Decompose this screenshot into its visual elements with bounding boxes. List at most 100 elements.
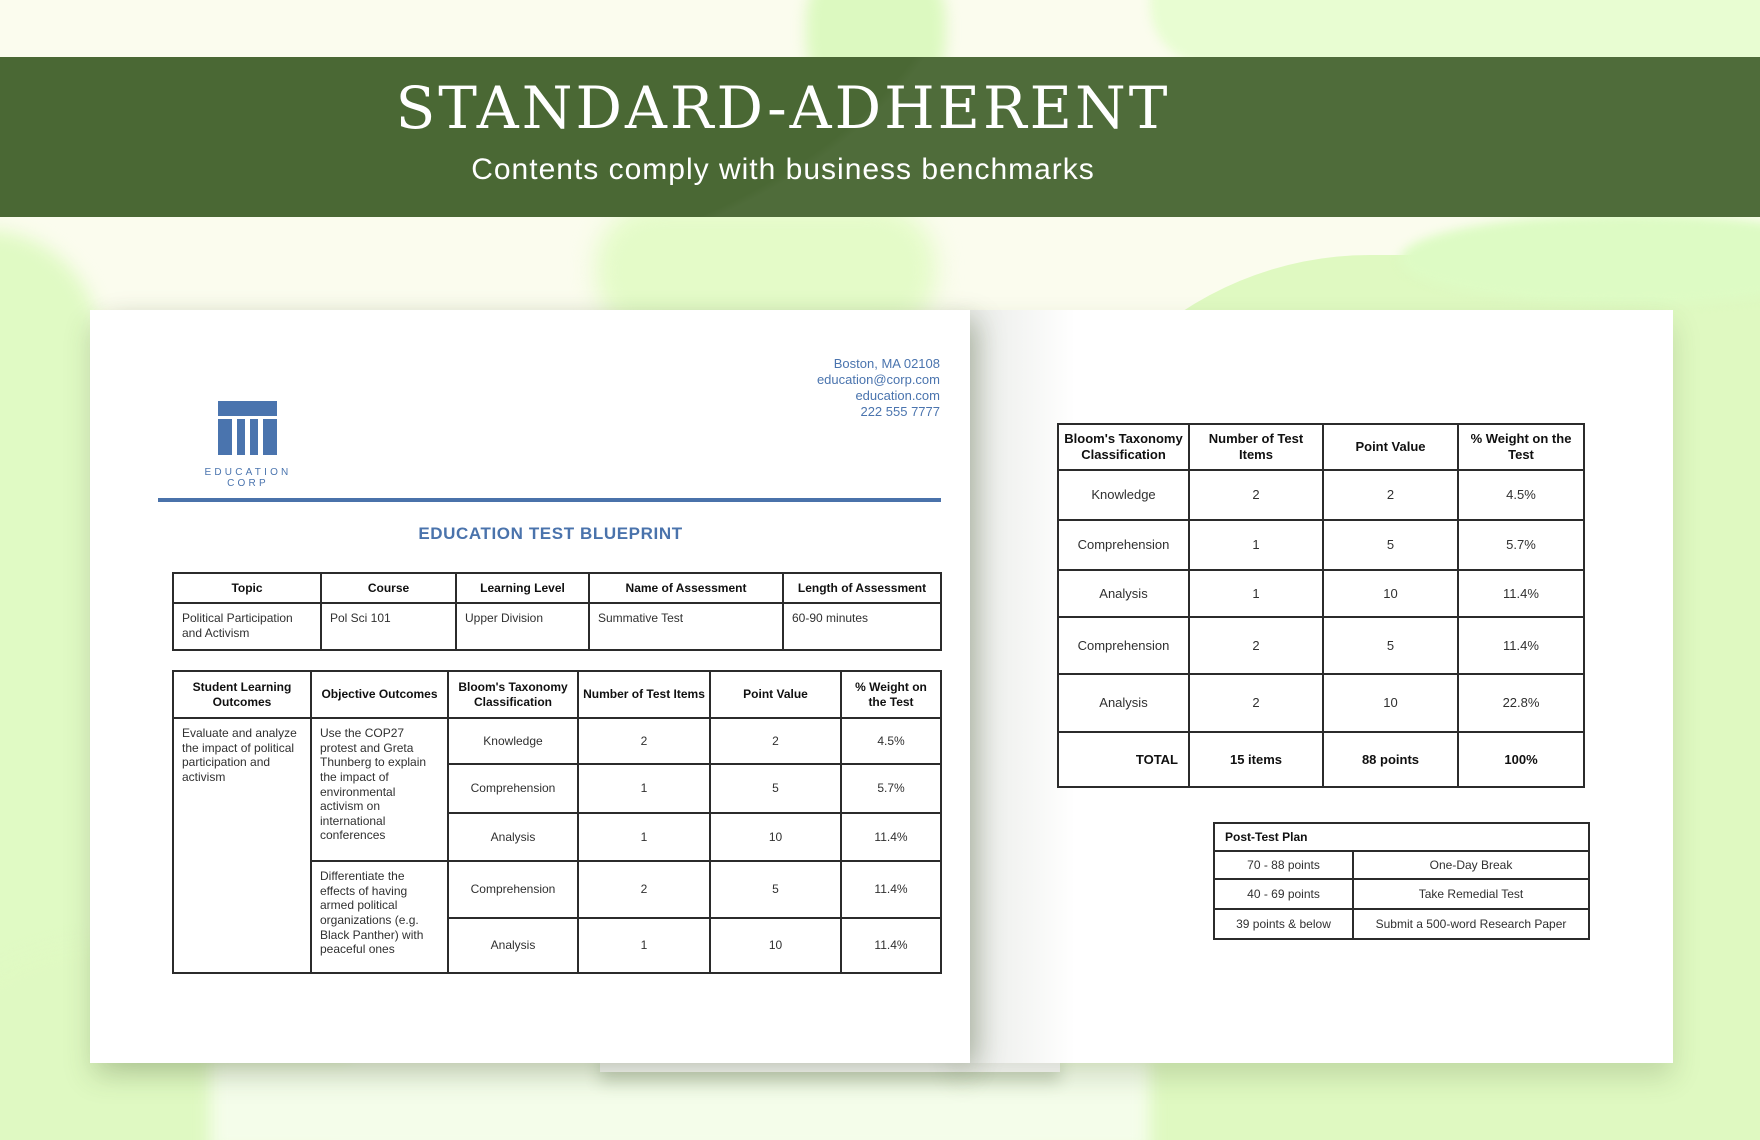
table-cell: 11.4% <box>840 860 942 919</box>
table-header-row: Topic Course Learning Level Name of Asse… <box>172 572 942 604</box>
table-cell: 4.5% <box>1457 469 1585 521</box>
table-cell: 10 <box>709 917 842 974</box>
post-test-plan-title: Post-Test Plan <box>1213 822 1590 852</box>
table-cell: 5 <box>1322 519 1459 571</box>
table-row: Comprehension 1 5 5.7% <box>173 763 942 814</box>
table-cell: 2 <box>1188 469 1324 521</box>
contact-website: education.com <box>855 388 940 403</box>
table-cell: 1 <box>577 763 711 814</box>
table-cell: 11.4% <box>1457 569 1585 618</box>
score-range: 70 - 88 points <box>1213 850 1354 880</box>
table-cell: 1 <box>577 812 711 862</box>
total-label: TOTAL <box>1057 731 1190 788</box>
table-cell: 1 <box>1188 569 1324 618</box>
col-header-items: Number of Test Items <box>577 670 711 719</box>
table-cell: 4.5% <box>840 717 942 765</box>
table-cell: Analysis <box>1057 673 1190 733</box>
table-row: Differentiate the effects of having arme… <box>173 860 942 974</box>
document-page-2: Bloom's Taxonomy Classification Number o… <box>955 310 1673 1063</box>
table-row: 40 - 69 points Take Remedial Test <box>1213 878 1590 910</box>
table-cell: 5 <box>709 860 842 919</box>
assessment-info-table: Topic Course Learning Level Name of Asse… <box>172 572 942 651</box>
total-points: 88 points <box>1322 731 1459 788</box>
table-cell: 10 <box>1322 569 1459 618</box>
col-header-topic: Topic <box>172 572 322 604</box>
contact-block: Boston, MA 02108 education@corp.com educ… <box>817 356 940 420</box>
table-row: Political Participation and Activism Pol… <box>172 602 942 651</box>
table-row: Comprehension 2 5 11.4% <box>1057 616 1585 675</box>
total-items: 15 items <box>1188 731 1324 788</box>
col-header-weight: % Weight on the Test <box>1457 423 1585 471</box>
objective-outcome-1: Use the COP27 protest and Greta Thunberg… <box>310 717 449 862</box>
table-cell: 11.4% <box>1457 616 1585 675</box>
document-title: EDUCATION TEST BLUEPRINT <box>418 524 683 543</box>
contact-address: Boston, MA 02108 <box>833 356 940 371</box>
table-cell: 22.8% <box>1457 673 1585 733</box>
col-header-point-value: Point Value <box>709 670 842 719</box>
col-header-weight: % Weight on the Test <box>840 670 942 719</box>
brand-name: EDUCATION CORP <box>204 467 292 489</box>
document-page-1: EDUCATION CORP Boston, MA 02108 educatio… <box>90 310 970 1063</box>
table-cell: 10 <box>1322 673 1459 733</box>
table-row: Analysis 1 10 11.4% <box>173 812 942 862</box>
col-header-point-value: Point Value <box>1322 423 1459 471</box>
student-learning-outcome: Evaluate and analyze the impact of polit… <box>172 717 312 974</box>
score-range: 40 - 69 points <box>1213 878 1354 910</box>
table-cell: 5 <box>1322 616 1459 675</box>
objective-outcome-2: Differentiate the effects of having arme… <box>310 860 449 974</box>
col-header-classification: Bloom's Taxonomy Classification <box>1057 423 1190 471</box>
table-cell: Comprehension <box>447 763 579 814</box>
col-header-objectives: Objective Outcomes <box>310 670 449 719</box>
table-row: Knowledge 2 2 4.5% <box>1057 469 1585 521</box>
table-cell: 1 <box>1188 519 1324 571</box>
table-cell: 2 <box>1188 673 1324 733</box>
table-cell: 2 <box>577 717 711 765</box>
table-cell: 5.7% <box>1457 519 1585 571</box>
table-cell: Analysis <box>447 917 579 974</box>
taxonomy-summary-table: Bloom's Taxonomy Classification Number o… <box>1057 423 1585 788</box>
col-header-course: Course <box>320 572 457 604</box>
table-row: Comprehension 1 5 5.7% <box>1057 519 1585 571</box>
divider-rule <box>158 498 941 502</box>
contact-phone: 222 555 7777 <box>860 404 940 419</box>
total-weight: 100% <box>1457 731 1585 788</box>
table-cell: 2 <box>709 717 842 765</box>
assessment-name-value: Summative Test <box>588 602 784 651</box>
topic-value: Political Participation and Activism <box>172 602 322 651</box>
table-row: Analysis 1 10 11.4% <box>173 917 942 974</box>
table-cell: 11.4% <box>840 917 942 974</box>
table-row: 70 - 88 points One-Day Break <box>1213 850 1590 880</box>
table-header-row: Post-Test Plan <box>1213 822 1590 852</box>
course-value: Pol Sci 101 <box>320 602 457 651</box>
plan-action: Submit a 500-word Research Paper <box>1352 908 1590 940</box>
table-row: Analysis 1 10 11.4% <box>1057 569 1585 618</box>
col-header-learning-level: Learning Level <box>455 572 590 604</box>
header-banner: STANDARD-ADHERENT Contents comply with b… <box>0 57 1760 217</box>
table-total-row: TOTAL 15 items 88 points 100% <box>1057 731 1585 788</box>
post-test-plan-table: Post-Test Plan 70 - 88 points One-Day Br… <box>1213 822 1590 940</box>
table-cell: 10 <box>709 812 842 862</box>
contact-email: education@corp.com <box>816 372 940 387</box>
background-blob <box>1150 0 1760 65</box>
table-cell: Knowledge <box>1057 469 1190 521</box>
banner-text-block: STANDARD-ADHERENT Contents comply with b… <box>0 57 1566 217</box>
test-blueprint-table: Student Learning Outcomes Objective Outc… <box>172 670 942 974</box>
table-cell: 1 <box>577 917 711 974</box>
table-row: Analysis 2 10 22.8% <box>1057 673 1585 733</box>
plan-action: One-Day Break <box>1352 850 1590 880</box>
education-corp-logo-icon <box>218 419 277 455</box>
table-cell: 5.7% <box>840 763 942 814</box>
banner-title: STANDARD-ADHERENT <box>395 74 1171 142</box>
score-range: 39 points & below <box>1213 908 1354 940</box>
col-header-classification: Bloom's Taxonomy Classification <box>447 670 579 719</box>
table-cell: Analysis <box>447 812 579 862</box>
table-cell: 2 <box>1188 616 1324 675</box>
table-cell: Comprehension <box>1057 616 1190 675</box>
table-cell: Knowledge <box>447 717 579 765</box>
table-cell: 2 <box>577 860 711 919</box>
table-header-row: Student Learning Outcomes Objective Outc… <box>172 670 942 719</box>
col-header-slo: Student Learning Outcomes <box>172 670 312 719</box>
table-cell: 11.4% <box>840 812 942 862</box>
table-cell: Analysis <box>1057 569 1190 618</box>
